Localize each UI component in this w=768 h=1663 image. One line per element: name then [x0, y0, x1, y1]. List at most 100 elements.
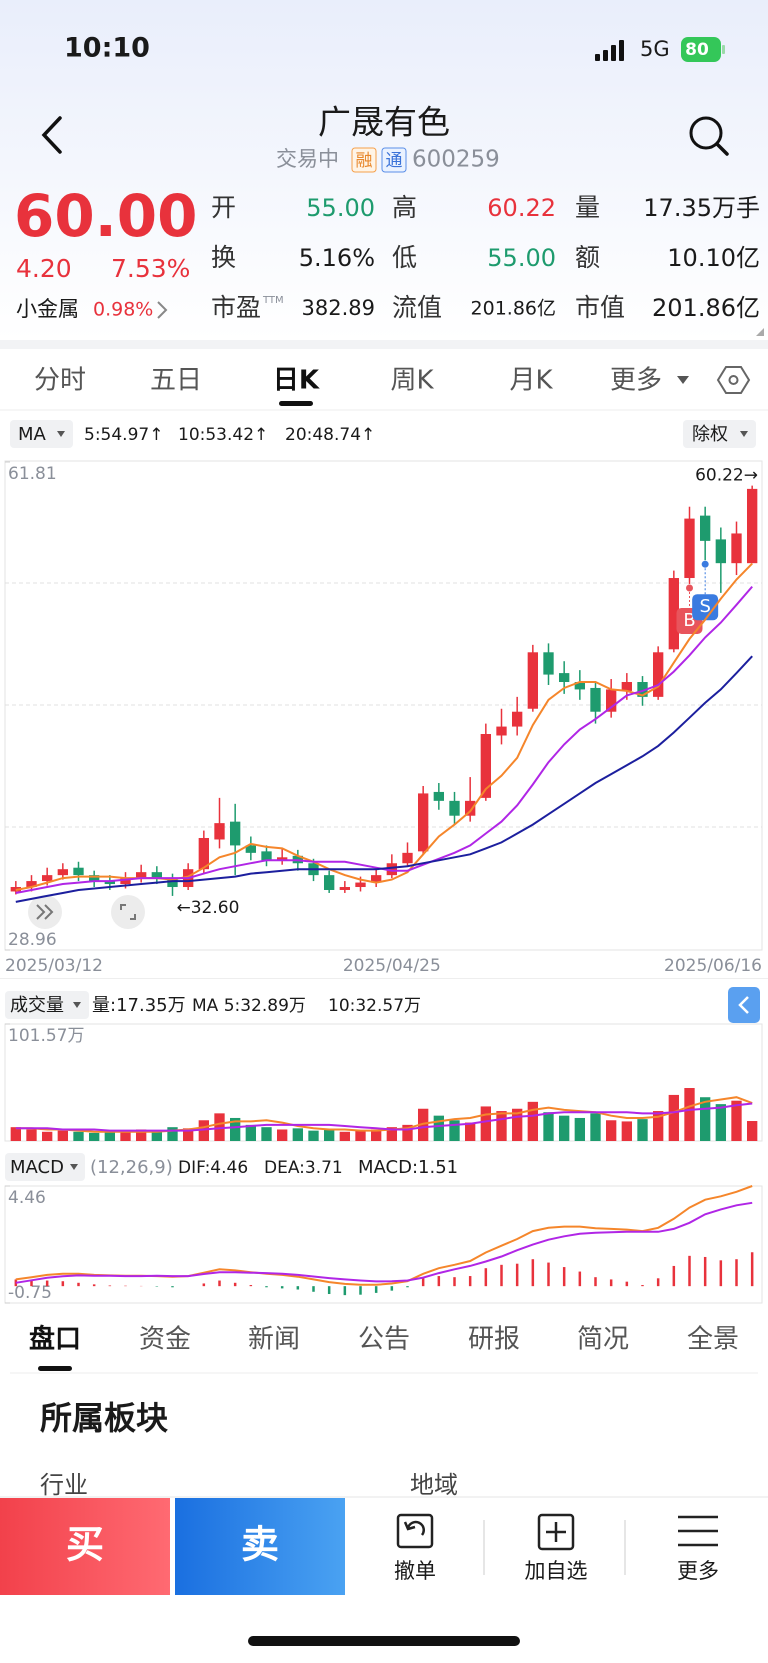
stat-sup: TTM — [262, 295, 284, 306]
chart-tab-active[interactable]: 日K — [273, 366, 320, 396]
volume-bar — [214, 1113, 225, 1141]
chart-tab[interactable]: 周K — [390, 366, 434, 396]
detail-tab[interactable]: 新闻 — [248, 1325, 300, 1355]
chart-tab[interactable]: 五日 — [150, 366, 202, 396]
detail-tab[interactable]: 资金 — [139, 1325, 191, 1355]
home-indicator — [248, 1636, 520, 1646]
stock-name: 广晟有色 — [318, 103, 450, 142]
stock-code: 600259 — [412, 147, 500, 173]
candle-body — [480, 734, 492, 798]
stat-label: 量 — [575, 193, 600, 222]
tab-underline — [279, 401, 313, 406]
candle-body — [652, 652, 664, 697]
volume-bar — [543, 1112, 554, 1141]
volume-bar — [496, 1111, 507, 1141]
volume-bar — [104, 1131, 116, 1141]
badge-box — [351, 147, 377, 173]
adjust: 除权 — [692, 424, 728, 445]
sector-pct: 0.98% — [93, 299, 153, 321]
candle-body — [339, 887, 351, 890]
volume-bar — [229, 1117, 241, 1141]
search-button[interactable] — [689, 116, 723, 150]
chart-tab[interactable]: 月K — [509, 366, 553, 396]
detail-tab[interactable]: 公告 — [358, 1325, 410, 1355]
candle-body — [135, 872, 147, 879]
buy-button[interactable] — [0, 1498, 170, 1595]
candle-body — [73, 867, 84, 876]
candle-body — [746, 488, 758, 564]
candle-body — [496, 726, 507, 736]
divider — [0, 340, 768, 349]
detail-tab[interactable]: 研报 — [468, 1325, 520, 1355]
volume-bar — [41, 1131, 53, 1141]
volume-bar — [402, 1124, 413, 1141]
badge-box — [381, 147, 407, 173]
volume-bar — [668, 1094, 680, 1141]
y-tick-label: -0.75 — [8, 1283, 52, 1303]
stat-label: 换 — [211, 243, 236, 272]
dropdown-arrow — [740, 431, 748, 437]
battery — [681, 37, 721, 62]
sell-button[interactable] — [175, 1498, 345, 1595]
sector-chevron[interactable] — [157, 301, 168, 319]
legend-entry: DEA:3.71 — [264, 1158, 343, 1178]
volume-bar — [57, 1130, 69, 1141]
min-annotation: ←32.60 — [177, 898, 240, 918]
battery-level: 80 — [685, 40, 709, 60]
settings-icon[interactable] — [716, 366, 751, 394]
stat-label: 额 — [575, 243, 600, 272]
candle-body — [464, 800, 476, 816]
volume-bar — [699, 1097, 711, 1141]
stat-label: 高 — [392, 193, 417, 222]
adjust-box[interactable] — [683, 420, 756, 448]
volume-bar — [449, 1120, 460, 1141]
candle-body — [88, 875, 100, 882]
volume-summary: 量:17.35万 — [92, 995, 186, 1016]
legend-entry: DIF:4.46 — [178, 1158, 248, 1178]
chart-tab[interactable]: 更多 — [610, 366, 662, 396]
chart-tab[interactable]: 分时 — [34, 366, 86, 396]
volume-box[interactable] — [5, 991, 89, 1019]
action-label[interactable]: 更多 — [677, 1559, 719, 1583]
add-icon — [537, 1513, 575, 1551]
dropdown-arrow — [70, 1164, 78, 1170]
candle-body — [417, 793, 429, 852]
ma-line — [15, 1102, 753, 1132]
y-tick-label: 61.81 — [8, 464, 57, 484]
candle-body — [684, 518, 695, 579]
detail-tab[interactable]: 简况 — [577, 1325, 629, 1355]
signal-icon — [595, 40, 624, 61]
ma-line — [15, 1185, 753, 1286]
candle-body — [151, 872, 163, 879]
candle-body — [605, 689, 617, 712]
fullscreen-icon — [120, 904, 136, 920]
macd-box[interactable] — [5, 1153, 85, 1181]
detail-tab-active[interactable]: 盘口 — [29, 1324, 81, 1355]
dropdown-arrow — [73, 1002, 81, 1008]
volume-bar — [746, 1121, 758, 1141]
candle-body — [637, 682, 648, 697]
fullscreen-button[interactable] — [111, 895, 145, 929]
ma-line — [15, 655, 753, 903]
x-tick-label: 2025/04/25 — [343, 956, 441, 976]
action-label[interactable]: 加自选 — [525, 1559, 588, 1583]
volume-bar — [198, 1120, 210, 1141]
candle-body — [402, 852, 413, 864]
volume-bar — [88, 1132, 100, 1141]
volume-title: 成交量 — [10, 995, 64, 1016]
action-label[interactable]: 撤单 — [394, 1559, 436, 1583]
volume-bar — [637, 1119, 648, 1141]
indicator-box[interactable] — [10, 420, 73, 448]
volume-bar — [417, 1108, 429, 1141]
volume-bar — [323, 1129, 335, 1141]
detail-tab[interactable]: 全景 — [687, 1325, 739, 1355]
candle-body — [621, 682, 633, 691]
back-button[interactable] — [41, 116, 62, 154]
macd-hist-label: MACD:1.51 — [358, 1157, 458, 1178]
candle-body — [104, 881, 116, 885]
volume-bar — [261, 1127, 272, 1141]
stat-label: 低 — [392, 243, 417, 272]
candle-body — [245, 845, 257, 853]
collapse-button[interactable] — [728, 987, 760, 1023]
